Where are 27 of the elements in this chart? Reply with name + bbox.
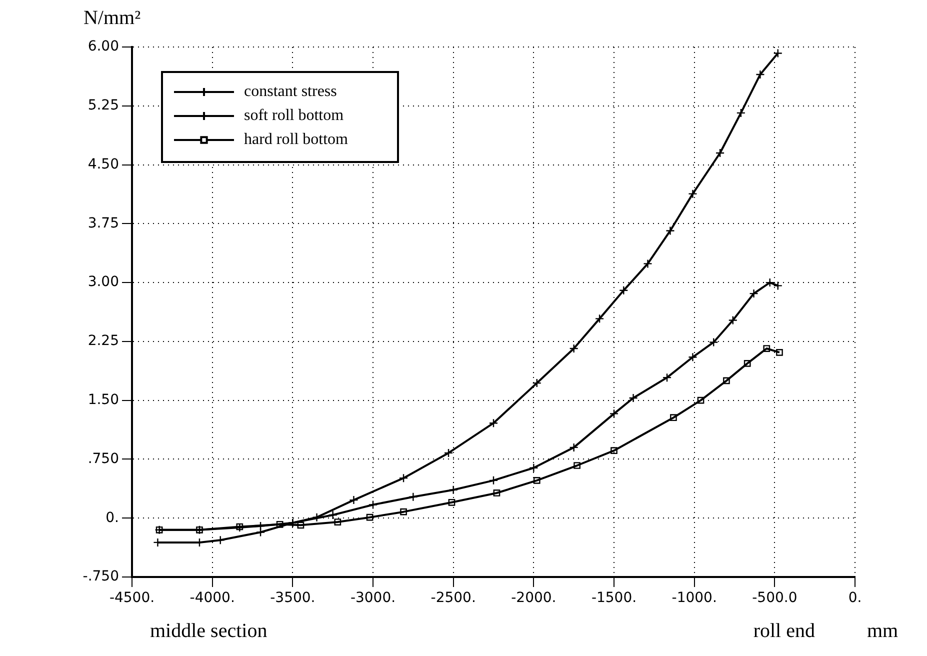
y-tick-label: 2.25 (88, 333, 119, 350)
x-tick-label: -2500. (430, 590, 476, 606)
y-tick-label: 3.75 (88, 215, 119, 232)
y-tick-label: -.750 (82, 568, 119, 585)
y-tick-label: 5.25 (88, 98, 119, 114)
y-tick-label: 0. (106, 510, 119, 526)
x-axis-title: mm (867, 620, 899, 642)
y-axis-title: N/mm² (83, 7, 141, 29)
x-tick-label: -500.0 (752, 590, 798, 606)
x-tick-label: 0. (848, 590, 862, 606)
legend-label: hard roll bottom (244, 131, 349, 148)
text: middle section (150, 620, 268, 642)
legend-label: constant stress (244, 83, 337, 100)
y-tick-label: 4.50 (88, 156, 119, 172)
y-tick-label: 6.00 (88, 38, 119, 55)
x-tick-label: -3500. (270, 590, 316, 606)
x-tick-label: -1500. (591, 590, 637, 606)
y-tick-label: .750 (88, 450, 119, 467)
x-tick-label: -4000. (190, 590, 235, 606)
text: roll end (753, 620, 815, 642)
x-tick-label: -3000. (350, 590, 396, 606)
y-tick-label: 1.50 (88, 392, 119, 408)
x-tick-label: -2000. (511, 590, 556, 606)
x-tick-label: -4500. (109, 590, 155, 606)
x-tick-label: -1000. (672, 590, 717, 606)
y-tick-label: 3.00 (88, 274, 119, 290)
legend-label: soft roll bottom (244, 107, 344, 124)
